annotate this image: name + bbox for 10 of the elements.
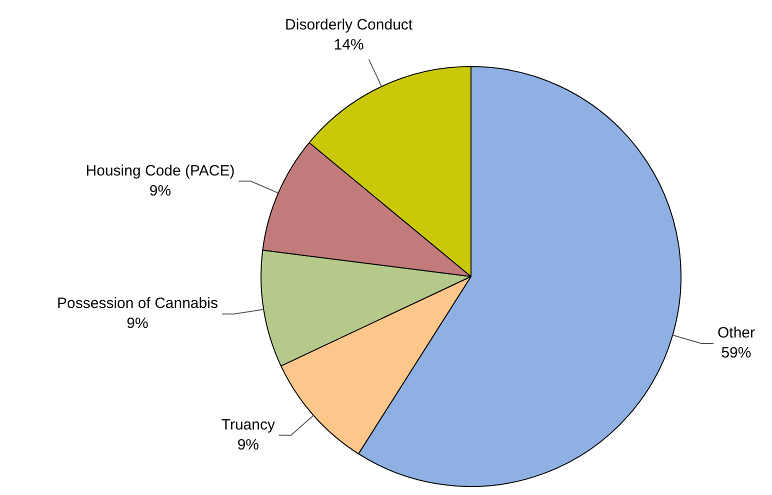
slice-label: Disorderly Conduct [285,16,414,34]
data-label: 59% [721,344,752,362]
data-label: 9% [149,182,172,200]
data-label: 9% [126,315,148,332]
data-label: 14% [334,36,364,54]
data-label: 9% [237,436,260,454]
slice-label: Housing Code (PACE) [86,162,235,180]
slice-label: Other [717,324,755,342]
slice-label: Possession of Cannabis [57,295,218,312]
slice-label: Truancy [221,416,276,434]
